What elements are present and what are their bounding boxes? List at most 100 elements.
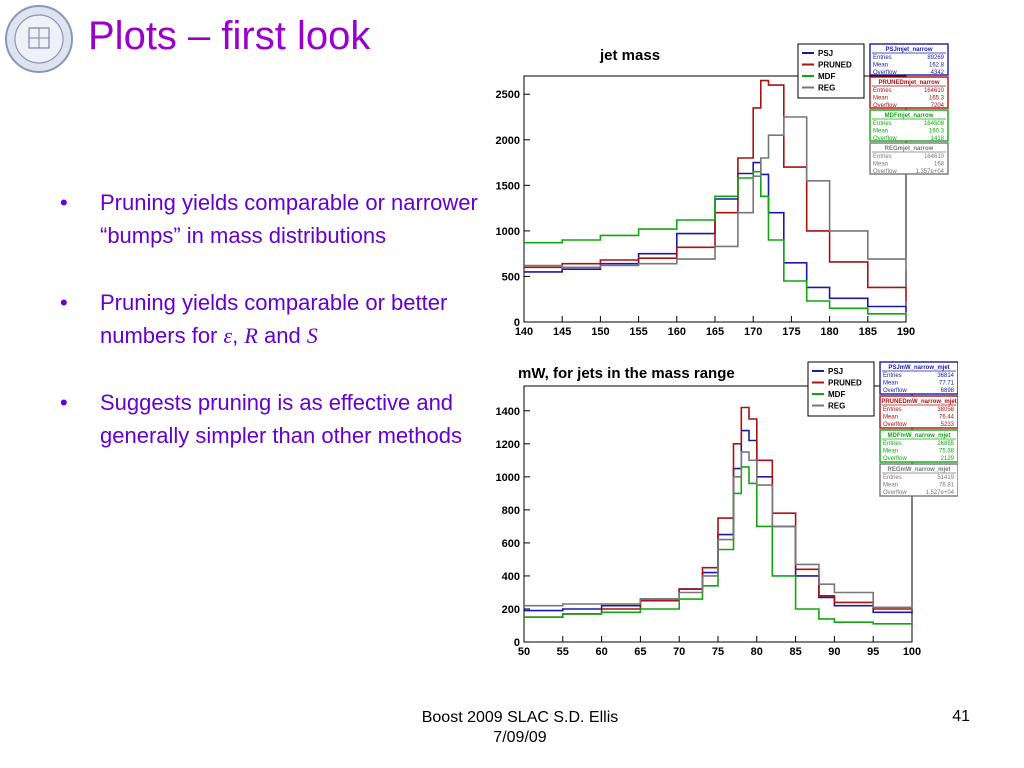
chart0-x-tick-label: 185 xyxy=(859,326,877,338)
chart1-stats-value: 36814 xyxy=(937,373,954,379)
bullet-text: Pruning yields comparable or narrower “b… xyxy=(100,190,478,248)
chart1-stats-key: Entries xyxy=(883,407,902,413)
chart0-y-tick-label: 2000 xyxy=(496,135,520,147)
page-title: Plots – first look xyxy=(88,14,371,58)
chart0-stats-key: Entries xyxy=(873,88,892,94)
chart0-stats-box xyxy=(869,109,949,142)
chart0-x-tick-label: 180 xyxy=(820,326,838,338)
chart1-stats-value: 1.527e+04 xyxy=(925,490,954,496)
chart0-stats-key: Mean xyxy=(873,96,888,102)
chart1-y-tick-label: 200 xyxy=(502,604,520,616)
chart1-stats-key: Entries xyxy=(883,441,902,447)
chart1-stats-value: 76.81 xyxy=(939,483,955,489)
chart0-y-tick-label: 500 xyxy=(502,271,520,283)
chart1-x-tick-label: 100 xyxy=(903,646,921,658)
university-seal-logo xyxy=(5,5,73,73)
chart1-stats-key: Overflow xyxy=(883,490,907,496)
chart1-stats-box xyxy=(879,361,958,395)
chart1-x-tick-label: 95 xyxy=(867,646,879,658)
chart1-stats-key: Entries xyxy=(883,475,902,481)
chart0-stats-name: MDFmjet_narrow xyxy=(885,113,934,119)
chart1-stats-value: 75.38 xyxy=(939,449,955,455)
chart0-x-tick-label: 160 xyxy=(668,326,686,338)
chart1-stats-value: 26855 xyxy=(937,441,954,447)
chart0-stats-value: 160.3 xyxy=(929,129,945,135)
chart0-legend-entry: REG xyxy=(818,84,835,93)
chart0-stats-box xyxy=(869,76,949,109)
chart1-x-tick-label: 90 xyxy=(828,646,840,658)
bullet-item: • Pruning yields comparable or better nu… xyxy=(60,286,480,352)
chart1-legend-entry: MDF xyxy=(828,390,845,399)
chart0-stats-key: Overflow xyxy=(873,70,897,76)
chart1-stats-key: Mean xyxy=(883,449,898,455)
chart0-stats-name: REGmjet_narrow xyxy=(885,146,934,152)
chart0-stats-value: 164610 xyxy=(924,88,945,94)
chart1-stats-value: 38058 xyxy=(937,407,954,413)
chart1-y-tick-label: 1000 xyxy=(496,472,520,484)
chart0-legend-entry: PSJ xyxy=(818,49,833,58)
chart0-stats-value: 89269 xyxy=(927,55,944,61)
chart0-series-pruned xyxy=(524,79,907,301)
chart1-series-reg xyxy=(524,451,913,609)
chart1-plot-frame xyxy=(523,385,913,643)
bullet-separator: , xyxy=(232,323,245,348)
mw-histogram: mW, for jets in the mass range 50 55 60 65 70… xyxy=(496,361,958,658)
chart1-y-tick-label: 1400 xyxy=(496,406,520,418)
chart0-x-tick-label: 170 xyxy=(744,326,762,338)
chart0-stats-box xyxy=(869,43,949,76)
chart0-stats-key: Entries xyxy=(873,55,892,61)
chart0-stats-box xyxy=(869,142,949,175)
bullet-dot-icon: • xyxy=(60,290,68,315)
chart0-legend-entry: MDF xyxy=(818,72,835,81)
chart1-stats-value: 77.71 xyxy=(939,381,955,387)
chart1-legend-entry: REG xyxy=(828,402,845,411)
footer-line: Boost 2009 SLAC S.D. Ellis xyxy=(421,709,619,726)
chart0-stats-key: Entries xyxy=(873,154,892,160)
chart0-stats-key: Overflow xyxy=(873,103,897,109)
bullet-dot-icon: • xyxy=(60,390,68,415)
chart1-stats-key: Mean xyxy=(883,381,898,387)
chart1-y-tick-label: 600 xyxy=(502,538,520,550)
chart0-x-tick-label: 150 xyxy=(591,326,609,338)
chart1-x-tick-label: 50 xyxy=(518,646,530,658)
chart1-stats-value: 5233 xyxy=(941,422,955,428)
chart0-x-tick-label: 175 xyxy=(782,326,800,338)
chart0-stats-value: 164610 xyxy=(924,154,945,160)
chart1-stats-key: Overflow xyxy=(883,456,907,462)
chart0-stats-value: 1.357e+04 xyxy=(915,169,944,175)
chart1-stats-name: REGmW_narrow_mjet xyxy=(887,467,950,473)
footer: Boost 2009 SLAC S.D. Ellis 7/09/09 xyxy=(350,708,690,748)
chart1-stats-key: Entries xyxy=(883,373,902,379)
chart0-y-tick-label: 0 xyxy=(514,317,520,329)
chart1-stats-value: 76.44 xyxy=(939,415,955,421)
chart1-stats-key: Mean xyxy=(883,483,898,489)
chart0-x-tick-label: 140 xyxy=(515,326,533,338)
chart0-legend-box xyxy=(797,43,865,99)
chart0-y-tick-label: 2500 xyxy=(496,89,520,101)
bullet-dot-icon: • xyxy=(60,190,68,215)
chart1-stats-box xyxy=(879,429,958,463)
chart0-stats-value: 164508 xyxy=(924,121,945,127)
chart1-stats-value: 2129 xyxy=(941,456,955,462)
chart1-x-tick-label: 60 xyxy=(595,646,607,658)
chart0-stats-name: PRUNEDmjet_narrow xyxy=(878,80,939,86)
chart1-stats-key: Overflow xyxy=(883,388,907,394)
chart0-stats-key: Entries xyxy=(873,121,892,127)
bullet-item: • Pruning yields comparable or narrower … xyxy=(60,186,480,252)
chart1-stats-key: Overflow xyxy=(883,422,907,428)
chart0-stats-value: 1418 xyxy=(931,136,945,142)
chart1-x-tick-label: 75 xyxy=(712,646,724,658)
chart1-y-tick-label: 400 xyxy=(502,571,520,583)
epsilon-symbol: ε xyxy=(223,323,233,348)
chart1-x-tick-label: 55 xyxy=(557,646,569,658)
chart1-stats-name: PRUNEDmW_narrow_mjet xyxy=(881,399,956,405)
chart0-title: jet mass xyxy=(599,47,660,64)
chart0-stats-value: 165.3 xyxy=(929,96,945,102)
chart1-stats-name: MDFmW_narrow_mjet xyxy=(887,433,950,439)
chart0-x-tick-label: 145 xyxy=(553,326,571,338)
bullet-conjunction: and xyxy=(257,323,307,348)
chart1-series-pruned xyxy=(524,406,913,618)
chart1-stats-box xyxy=(879,395,958,429)
chart1-stats-name: PSJmW_narrow_mjet xyxy=(888,365,949,371)
chart1-x-tick-label: 70 xyxy=(673,646,685,658)
